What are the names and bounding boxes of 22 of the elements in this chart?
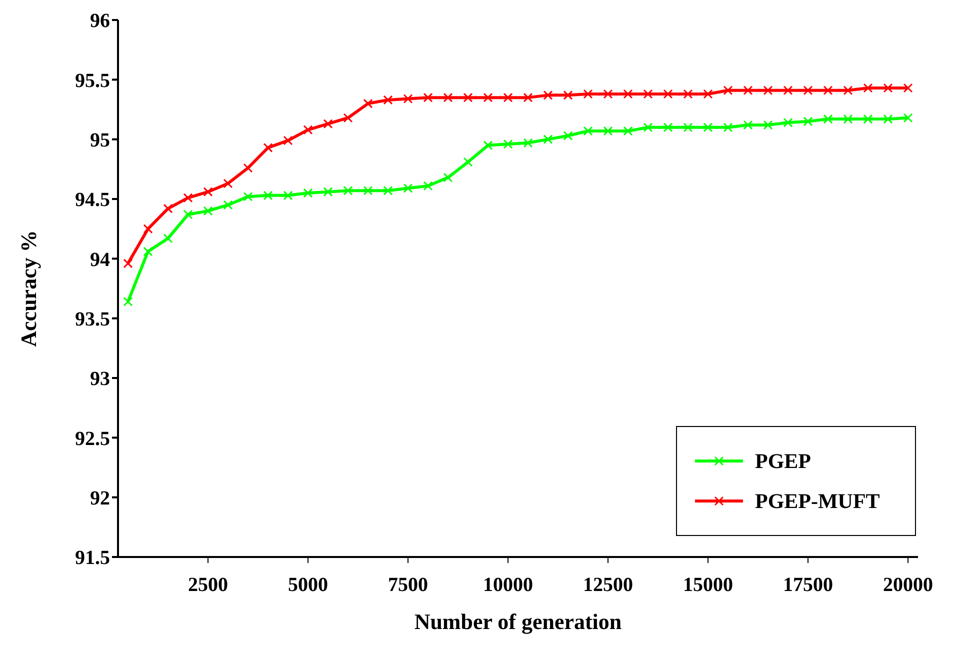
- y-tick-label: 92.5: [75, 428, 110, 450]
- y-tick-label: 93: [90, 368, 110, 390]
- x-tick-label: 15000: [683, 574, 733, 596]
- y-tick-label: 96: [90, 10, 110, 32]
- y-tick-label: 95: [90, 129, 110, 152]
- x-tick-label: 17500: [783, 574, 833, 596]
- x-tick-label: 10000: [483, 574, 533, 596]
- x-tick-label: 20000: [883, 574, 933, 596]
- x-tick-label: 5000: [288, 574, 328, 596]
- y-tick-label: 91.5: [75, 547, 110, 570]
- legend-label: PGEP-MUFT: [755, 488, 880, 514]
- x-axis-title: Number of generation: [414, 609, 622, 634]
- x-tick-label: 7500: [388, 574, 428, 596]
- y-tick-label: 95.5: [75, 70, 110, 92]
- x-tick-label: 2500: [188, 574, 228, 596]
- y-tick-label: 94: [90, 248, 110, 271]
- legend-label: PGEP: [755, 448, 811, 474]
- y-axis-title: Accuracy %: [16, 230, 41, 347]
- y-tick-label: 92: [90, 487, 110, 510]
- y-tick-label: 94.5: [75, 189, 110, 212]
- y-tick-label: 93.5: [75, 308, 110, 330]
- x-tick-label: 12500: [583, 574, 633, 596]
